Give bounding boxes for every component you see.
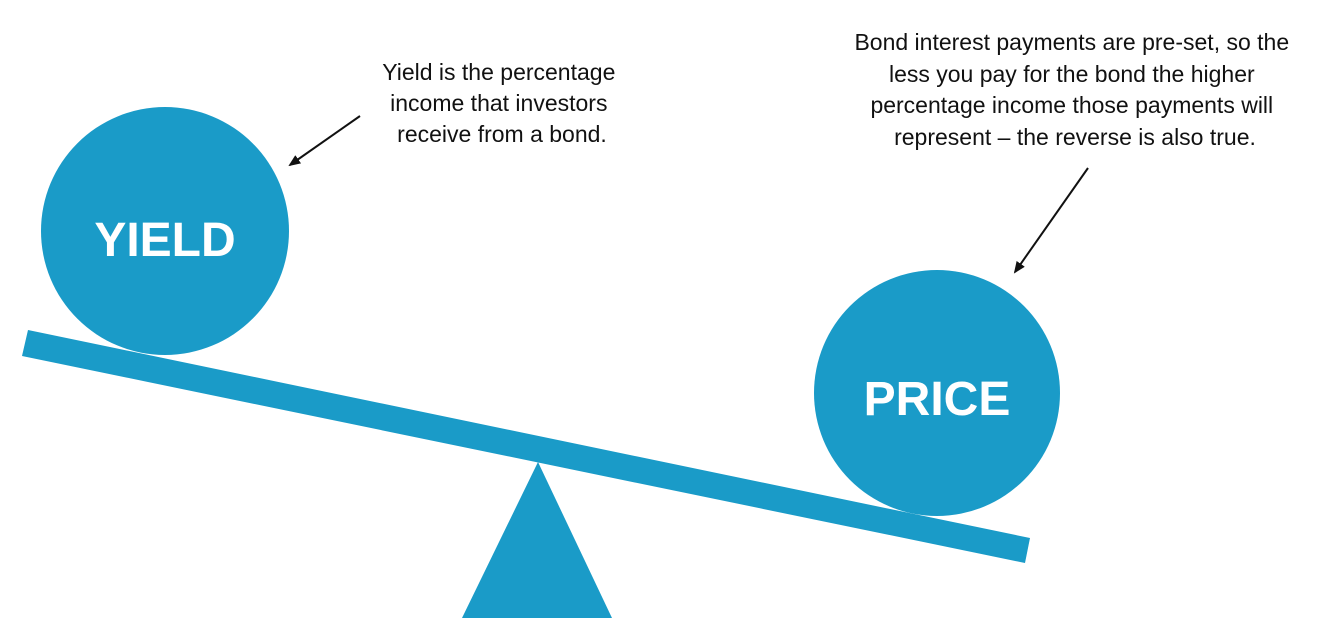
yield-label: YIELD	[94, 214, 235, 267]
price-note: Bond interest payments are pre-set, so t…	[854, 29, 1295, 150]
arrow	[1013, 167, 1089, 274]
price-label: PRICE	[864, 373, 1011, 426]
note-line: Bond interest payments are pre-set, so t…	[854, 29, 1289, 55]
yield-ball	[41, 107, 289, 355]
note-line: receive from a bond.	[397, 121, 607, 147]
note-line: percentage income those payments will	[870, 92, 1273, 118]
note-line: less you pay for the bond the higher	[889, 61, 1255, 87]
yield-note: Yield is the percentage income that inve…	[382, 59, 622, 147]
fulcrum	[462, 462, 612, 618]
price-ball	[814, 270, 1060, 516]
note-line: Yield is the percentage	[382, 59, 615, 85]
note-line: income that investors	[390, 90, 607, 116]
arrow	[288, 115, 361, 167]
beam	[22, 330, 1030, 563]
note-line: represent – the reverse is also true.	[894, 124, 1256, 150]
